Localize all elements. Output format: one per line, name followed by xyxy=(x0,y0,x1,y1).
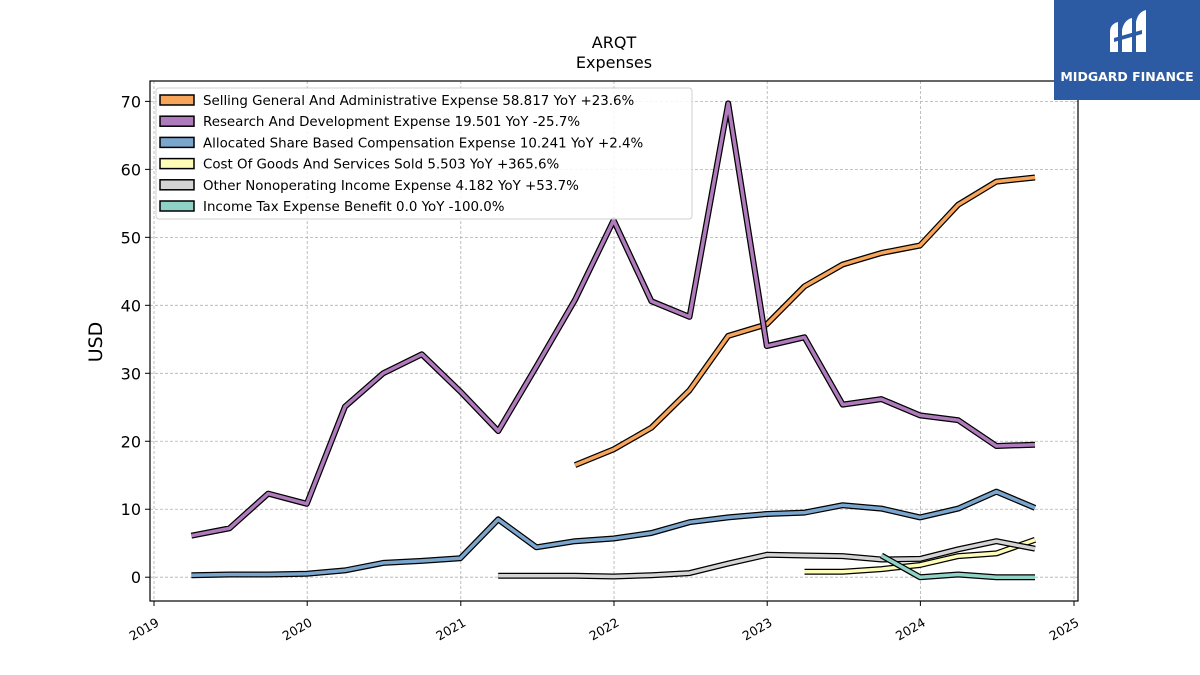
legend-swatch xyxy=(159,179,195,191)
y-tick-label: 0 xyxy=(131,568,141,587)
legend-entry-label: Selling General And Administrative Expen… xyxy=(203,94,634,109)
midgard-logo-mark-icon xyxy=(1110,10,1146,52)
logo-text: MIDGARD FINANCE xyxy=(1060,69,1194,84)
x-tick-label: 2021 xyxy=(433,615,468,644)
y-tick-label: 30 xyxy=(121,364,141,383)
legend-swatch xyxy=(159,157,195,170)
x-tick-label: 2019 xyxy=(126,615,161,644)
series-4-line xyxy=(804,536,1036,575)
chart-subtitle: Expenses xyxy=(576,53,652,72)
x-tick-label: 2023 xyxy=(740,615,775,644)
series-stroke xyxy=(880,553,1035,579)
y-tick-label: 10 xyxy=(121,500,141,519)
series-stroke xyxy=(574,175,1036,467)
series-stroke xyxy=(191,101,1036,538)
series-3-line xyxy=(191,488,1037,579)
series-outline xyxy=(191,488,1037,579)
x-tick-label: 2024 xyxy=(893,615,928,644)
series-6-line xyxy=(879,552,1035,581)
series-layer xyxy=(190,100,1037,581)
legend-entry-label: Allocated Share Based Compensation Expen… xyxy=(203,136,643,151)
series-stroke xyxy=(191,489,1036,577)
x-tick-label: 2022 xyxy=(586,615,621,644)
y-tick-label: 50 xyxy=(121,228,141,247)
legend: Selling General And Administrative Expen… xyxy=(155,87,693,220)
x-tick-label: 2025 xyxy=(1046,615,1081,644)
legend-entry-label: Other Nonoperating Income Expense 4.182 … xyxy=(203,179,579,194)
series-2-line xyxy=(190,100,1036,539)
legend-swatch xyxy=(159,115,195,127)
y-tick-label: 70 xyxy=(121,92,141,111)
legend-box xyxy=(155,87,693,220)
series-5-line xyxy=(498,538,1036,580)
midgard-finance-logo: MIDGARD FINANCE xyxy=(1054,0,1200,100)
legend-swatch xyxy=(159,94,195,106)
y-ticks: 0 10 20 30 40 50 60 70 xyxy=(121,92,150,587)
series-stroke xyxy=(804,538,1036,574)
y-tick-label: 60 xyxy=(121,160,141,179)
series-1-line xyxy=(573,174,1036,468)
series-stroke xyxy=(498,539,1036,579)
legend-entry-label: Research And Development Expense 19.501 … xyxy=(203,115,580,130)
y-tick-label: 40 xyxy=(121,296,141,315)
y-tick-label: 20 xyxy=(121,432,141,451)
legend-swatch xyxy=(159,136,195,149)
y-axis-label: USD xyxy=(85,322,107,363)
x-tick-label: 2020 xyxy=(280,615,315,644)
legend-entry-label: Income Tax Expense Benefit 0.0 YoY -100.… xyxy=(203,200,505,215)
legend-entry-label: Cost Of Goods And Services Sold 5.503 Yo… xyxy=(203,158,559,173)
x-ticks: 2019 2020 2021 2022 2023 2024 2025 xyxy=(126,601,1082,644)
chart-title: ARQT xyxy=(592,33,637,52)
legend-swatch xyxy=(159,200,195,212)
